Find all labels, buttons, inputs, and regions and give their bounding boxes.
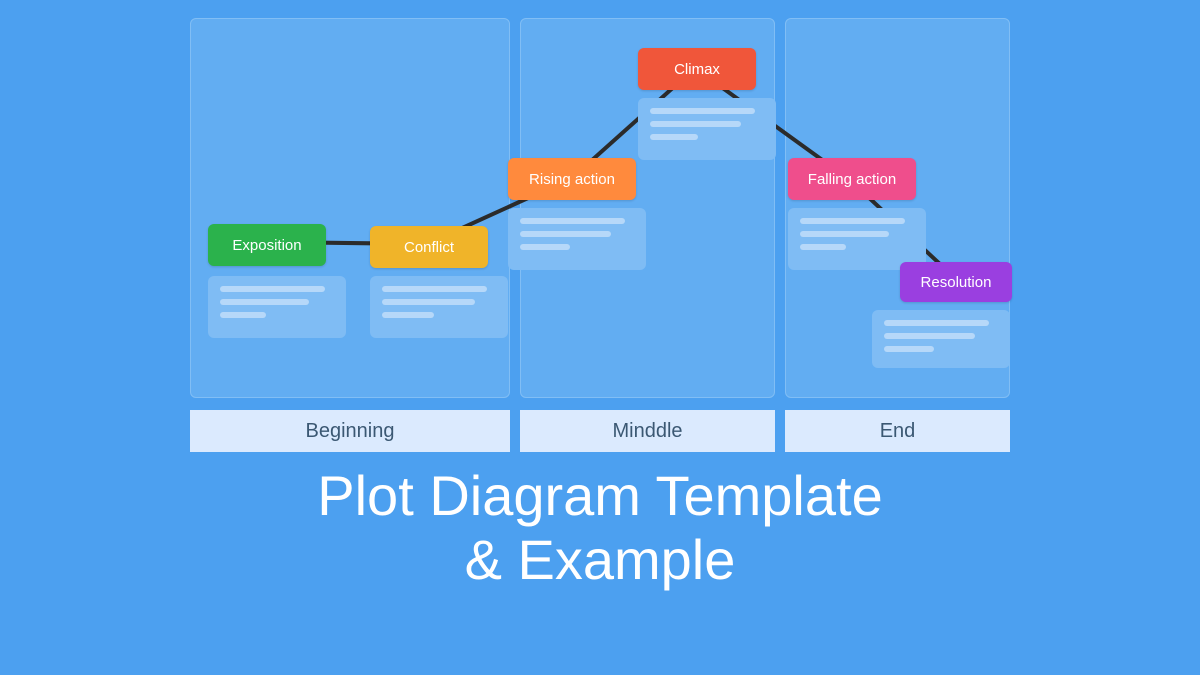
desc-placeholder-line (650, 108, 755, 114)
desc-placeholder-line (650, 121, 741, 127)
section-label-end: End (785, 410, 1010, 452)
page-title-line2: & Example (465, 528, 736, 591)
desc-card-conflict (370, 276, 508, 338)
desc-placeholder-line (520, 231, 611, 237)
desc-card-resolution (872, 310, 1010, 368)
desc-placeholder-line (800, 218, 905, 224)
desc-placeholder-line (884, 346, 934, 352)
desc-placeholder-line (800, 231, 889, 237)
node-exposition[interactable]: Exposition (208, 224, 326, 266)
section-label-beginning: Beginning (190, 410, 510, 452)
desc-placeholder-line (520, 218, 625, 224)
node-resolution[interactable]: Resolution (900, 262, 1012, 302)
node-falling-action[interactable]: Falling action (788, 158, 916, 200)
desc-card-rising-action (508, 208, 646, 270)
desc-placeholder-line (520, 244, 570, 250)
page-title-line1: Plot Diagram Template (317, 464, 882, 527)
desc-placeholder-line (220, 312, 266, 318)
desc-placeholder-line (382, 286, 487, 292)
node-rising-action[interactable]: Rising action (508, 158, 636, 200)
desc-placeholder-line (220, 299, 309, 305)
plot-diagram-canvas: Beginning Minddle End Exposition Conflic… (190, 18, 1010, 458)
node-climax[interactable]: Climax (638, 48, 756, 90)
section-label-middle: Minddle (520, 410, 775, 452)
desc-placeholder-line (884, 320, 989, 326)
desc-placeholder-line (800, 244, 846, 250)
desc-card-exposition (208, 276, 346, 338)
node-conflict[interactable]: Conflict (370, 226, 488, 268)
desc-placeholder-line (884, 333, 975, 339)
desc-placeholder-line (382, 299, 475, 305)
desc-placeholder-line (382, 312, 434, 318)
desc-card-falling-action (788, 208, 926, 270)
panel-beginning (190, 18, 510, 398)
desc-placeholder-line (220, 286, 325, 292)
desc-card-climax (638, 98, 776, 160)
page-title: Plot Diagram Template & Example (317, 464, 882, 593)
desc-placeholder-line (650, 134, 698, 140)
